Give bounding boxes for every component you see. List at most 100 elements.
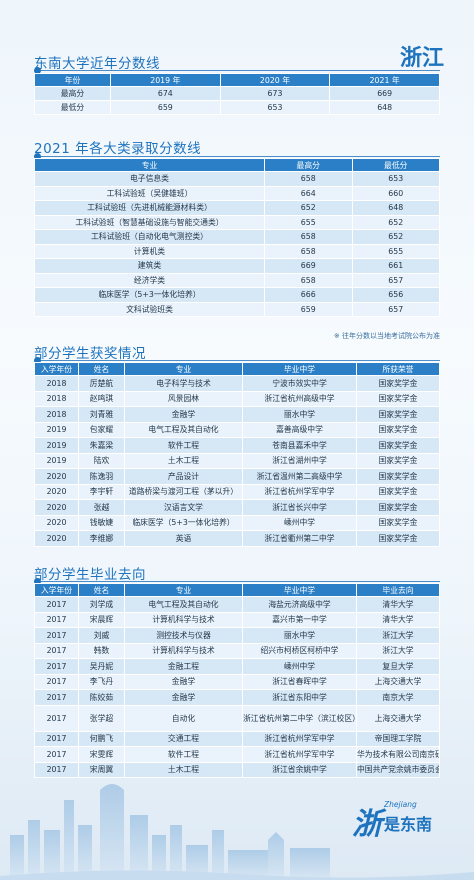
sec3-header-1: 姓名 xyxy=(78,362,125,376)
table-cell: 2020 xyxy=(34,530,79,547)
sec4-rule xyxy=(34,581,440,582)
table-cell: 金融工程 xyxy=(124,658,243,675)
table-row: 电子信息类 658 653 xyxy=(34,171,440,187)
table-cell: 计算机类 xyxy=(34,243,265,259)
table-cell: 652 xyxy=(351,229,440,245)
table-cell: 2017 xyxy=(34,689,79,706)
table-cell: 华为技术有限公司南京研究所 xyxy=(356,746,440,763)
table-cell: 钱敏婕 xyxy=(78,514,125,531)
table-cell: 658 xyxy=(264,272,353,288)
table-row: 2020 李维娜 英语 浙江省衢州第二中学 国家奖学金 xyxy=(34,530,440,547)
sec1-header-0: 年份 xyxy=(34,73,111,87)
table-cell: 宋雯辉 xyxy=(78,746,125,763)
table-row: 工科试验班（自动化电气测控类） 658 652 xyxy=(34,229,440,245)
table-cell: 临床医学（5+3一体化培养） xyxy=(124,514,243,531)
table-cell: 浙江大学 xyxy=(356,627,440,644)
sec4-title: 部分学生毕业去向 xyxy=(34,567,146,583)
sec1-rule xyxy=(34,70,440,71)
table-cell: 658 xyxy=(264,171,353,187)
table-cell: 丽水中学 xyxy=(242,627,357,644)
table-cell: 669 xyxy=(329,86,440,101)
table-row: 2020 钱敏婕 临床医学（5+3一体化培养） 嵊州中学 国家奖学金 xyxy=(34,514,440,531)
table-cell: 上海交通大学 xyxy=(356,704,440,732)
table-cell: 土木工程 xyxy=(124,452,243,469)
table-cell: 2020 xyxy=(34,483,79,500)
sec3-title: 部分学生获奖情况 xyxy=(34,346,146,362)
table-cell: 国家奖学金 xyxy=(356,483,440,500)
table-cell: 包家耀 xyxy=(78,421,125,438)
table-cell: 浙江省衢州第二中学 xyxy=(242,530,357,547)
major-score-table: 专业 最高分 最低分 电子信息类 658 653 工科试验班（吴健雄班） 664 660 工科试… xyxy=(34,158,440,317)
table-cell: 电气工程及其自动化 xyxy=(124,421,243,438)
zhejiang-calligraphy-logo: 浙 xyxy=(352,807,382,842)
table-cell: 电气工程及其自动化 xyxy=(124,596,243,613)
table-cell: 李维娜 xyxy=(78,530,125,547)
destination-table: 入学年份 姓名 专业 毕业中学 毕业去向 2017 刘学成 电气工程及其自动化 海盐元济高级中… xyxy=(34,583,440,778)
table-cell: 清华大学 xyxy=(356,611,440,628)
table-cell: 计算机科学与技术 xyxy=(124,642,243,659)
sec3-header-2: 专业 xyxy=(124,362,243,376)
table-cell: 浙江省长兴中学 xyxy=(242,499,357,516)
table-row: 最高分 674 673 669 xyxy=(34,86,440,101)
table-cell: 国家奖学金 xyxy=(356,437,440,454)
table-cell: 659 xyxy=(264,301,353,317)
sec3-rule-dot xyxy=(34,357,41,364)
table-cell: 664 xyxy=(264,185,353,201)
table-row: 2017 吴丹妮 金融工程 嵊州中学 复旦大学 xyxy=(34,658,440,675)
table-cell: 国家奖学金 xyxy=(356,421,440,438)
table-cell: 道路桥梁与渡河工程（茅以升） xyxy=(124,483,243,500)
sec4-header-4: 毕业去向 xyxy=(356,583,440,597)
table-cell: 南京大学 xyxy=(356,689,440,706)
table-cell: 建筑类 xyxy=(34,258,265,274)
table-row: 文科试验班类 659 657 xyxy=(34,301,440,317)
table-cell: 2020 xyxy=(34,499,79,516)
table-cell: 国家奖学金 xyxy=(356,530,440,547)
table-cell: 工科试验班（智慧基础设施与智能交通类） xyxy=(34,214,265,230)
table-cell: 2019 xyxy=(34,437,79,454)
table-cell: 测控技术与仪器 xyxy=(124,627,243,644)
table-cell: 660 xyxy=(351,185,440,201)
table-row: 2019 包家耀 电气工程及其自动化 嘉善高级中学 国家奖学金 xyxy=(34,421,440,438)
table-cell: 帝国理工学院 xyxy=(356,730,440,747)
table-cell: 655 xyxy=(351,243,440,259)
table-cell: 国家奖学金 xyxy=(356,390,440,407)
table-cell: 复旦大学 xyxy=(356,658,440,675)
table-cell: 张越 xyxy=(78,499,125,516)
table-cell: 风景园林 xyxy=(124,390,243,407)
sec2-title: 2021 年各大类录取分数线 xyxy=(34,141,202,157)
table-cell: 浙江省春晖中学 xyxy=(242,673,357,690)
table-cell: 656 xyxy=(351,287,440,303)
table-cell: 汉语言文学 xyxy=(124,499,243,516)
table-row: 2019 朱嘉梁 软件工程 苍南县嘉禾中学 国家奖学金 xyxy=(34,437,440,454)
sec3-header-0: 入学年份 xyxy=(34,362,79,376)
table-row: 2017宋周翼土木工程浙江省余姚中学中国共产党余姚市委员会组织部 xyxy=(34,761,440,778)
table-cell: 666 xyxy=(264,287,353,303)
table-cell: 658 xyxy=(264,243,353,259)
sec4-header-1: 姓名 xyxy=(78,583,125,597)
table-row: 建筑类 669 661 xyxy=(34,258,440,274)
sec2-rule xyxy=(34,156,440,157)
table-cell: 临床医学（5+3一体化培养） xyxy=(34,287,265,303)
table-cell: 绍兴市柯桥区柯桥中学 xyxy=(242,642,357,659)
table-cell: 浙江省温州第二高级中学 xyxy=(242,468,357,485)
table-cell: 工科试验班（先进机械能源材料类） xyxy=(34,200,265,216)
table-row: 最低分 659 653 648 xyxy=(34,100,440,115)
table-cell: 陆欢 xyxy=(78,452,125,469)
city-skyline-illustration xyxy=(0,784,474,880)
table-cell: 2017 xyxy=(34,746,79,763)
table-cell: 浙江省杭州学军中学 xyxy=(242,730,357,747)
sec4-header-2: 专业 xyxy=(124,583,243,597)
table-cell: 工科试验班（自动化电气测控类） xyxy=(34,229,265,245)
sec4-header-3: 毕业中学 xyxy=(242,583,357,597)
table-row: 工科试验班（智慧基础设施与智能交通类） 655 652 xyxy=(34,214,440,230)
table-row: 工科试验班（吴健雄班） 664 660 xyxy=(34,185,440,201)
table-cell: 657 xyxy=(351,301,440,317)
table-cell: 电子科学与技术 xyxy=(124,375,243,392)
table-cell: 计算机科学与技术 xyxy=(124,611,243,628)
table-cell: 李飞丹 xyxy=(78,673,125,690)
table-cell: 吴丹妮 xyxy=(78,658,125,675)
table-cell: 工科试验班（吴健雄班） xyxy=(34,185,265,201)
table-row: 临床医学（5+3一体化培养） 666 656 xyxy=(34,287,440,303)
table-cell: 2017 xyxy=(34,596,79,613)
table-cell: 金融学 xyxy=(124,406,243,423)
